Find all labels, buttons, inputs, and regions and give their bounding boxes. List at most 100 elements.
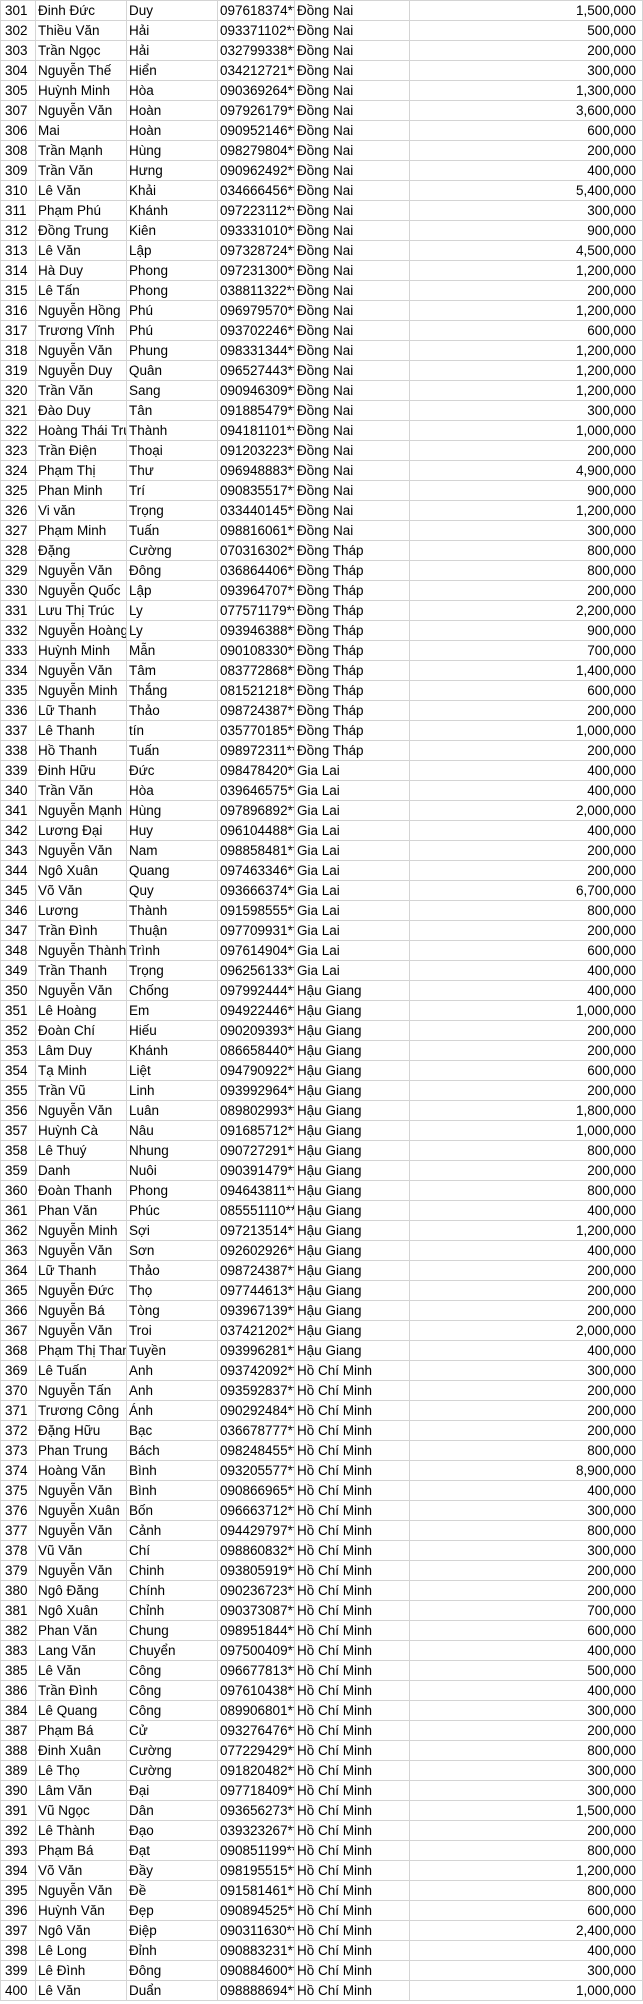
phone-cell[interactable]: 096104488** (217, 820, 295, 841)
row-number-cell[interactable]: 368 (0, 1340, 36, 1361)
phone-cell[interactable]: 039646575** (217, 780, 295, 801)
amount-cell[interactable]: 200,000 (409, 1400, 643, 1421)
first-name-cell[interactable]: Quy (126, 880, 218, 901)
phone-cell[interactable]: 093276476** (217, 1720, 295, 1741)
last-middle-name-cell[interactable]: Trần Văn (35, 160, 127, 181)
first-name-cell[interactable]: Đẹp (126, 1900, 218, 1921)
phone-cell[interactable]: 037421202** (217, 1320, 295, 1341)
row-number-cell[interactable]: 332 (0, 620, 36, 641)
amount-cell[interactable]: 5,400,000 (409, 180, 643, 201)
province-cell[interactable]: Hồ Chí Minh (294, 1380, 410, 1401)
last-middle-name-cell[interactable]: Nguyễn Văn (35, 1520, 127, 1541)
row-number-cell[interactable]: 314 (0, 260, 36, 281)
row-number-cell[interactable]: 313 (0, 240, 36, 261)
phone-cell[interactable]: 093742092** (217, 1360, 295, 1381)
row-number-cell[interactable]: 334 (0, 660, 36, 681)
row-number-cell[interactable]: 321 (0, 400, 36, 421)
province-cell[interactable]: Hậu Giang (294, 1180, 410, 1201)
province-cell[interactable]: Hồ Chí Minh (294, 1580, 410, 1601)
last-middle-name-cell[interactable]: Nguyễn Bá (35, 1300, 127, 1321)
last-middle-name-cell[interactable]: Trương Vĩnh (35, 320, 127, 341)
phone-cell[interactable]: 094643811** (217, 1180, 295, 1201)
province-cell[interactable]: Đồng Nai (294, 360, 410, 381)
phone-cell[interactable]: 093371102** (217, 20, 295, 41)
first-name-cell[interactable]: Khánh (126, 200, 218, 221)
last-middle-name-cell[interactable]: Lê Thanh (35, 720, 127, 741)
row-number-cell[interactable]: 325 (0, 480, 36, 501)
row-number-cell[interactable]: 349 (0, 960, 36, 981)
province-cell[interactable]: Hậu Giang (294, 1160, 410, 1181)
row-number-cell[interactable]: 354 (0, 1060, 36, 1081)
province-cell[interactable]: Hồ Chí Minh (294, 1860, 410, 1881)
last-middle-name-cell[interactable]: Đào Duy (35, 400, 127, 421)
province-cell[interactable]: Hồ Chí Minh (294, 1480, 410, 1501)
first-name-cell[interactable]: Sợi (126, 1220, 218, 1241)
row-number-cell[interactable]: 389 (0, 1760, 36, 1781)
amount-cell[interactable]: 200,000 (409, 1260, 643, 1281)
row-number-cell[interactable]: 353 (0, 1040, 36, 1061)
province-cell[interactable]: Hậu Giang (294, 1020, 410, 1041)
last-middle-name-cell[interactable]: Nguyễn Văn (35, 1320, 127, 1341)
province-cell[interactable]: Đồng Tháp (294, 660, 410, 681)
first-name-cell[interactable]: Quân (126, 360, 218, 381)
first-name-cell[interactable]: Hòa (126, 80, 218, 101)
amount-cell[interactable]: 4,500,000 (409, 240, 643, 261)
row-number-cell[interactable]: 302 (0, 20, 36, 41)
row-number-cell[interactable]: 306 (0, 120, 36, 141)
last-middle-name-cell[interactable]: Lê Văn (35, 1980, 127, 2001)
first-name-cell[interactable]: Chỉnh (126, 1600, 218, 1621)
last-middle-name-cell[interactable]: Trần Ngọc (35, 40, 127, 61)
last-middle-name-cell[interactable]: Huỳnh Minh (35, 80, 127, 101)
row-number-cell[interactable]: 344 (0, 860, 36, 881)
province-cell[interactable]: Đồng Nai (294, 400, 410, 421)
phone-cell[interactable]: 097709931** (217, 920, 295, 941)
province-cell[interactable]: Hậu Giang (294, 1300, 410, 1321)
province-cell[interactable]: Hồ Chí Minh (294, 1820, 410, 1841)
first-name-cell[interactable]: Trọng (126, 500, 218, 521)
row-number-cell[interactable]: 362 (0, 1220, 36, 1241)
last-middle-name-cell[interactable]: Nguyễn Văn (35, 1480, 127, 1501)
row-number-cell[interactable]: 343 (0, 840, 36, 861)
province-cell[interactable]: Hồ Chí Minh (294, 1500, 410, 1521)
province-cell[interactable]: Đồng Tháp (294, 640, 410, 661)
first-name-cell[interactable]: Thảo (126, 700, 218, 721)
phone-cell[interactable]: 098248455** (217, 1440, 295, 1461)
last-middle-name-cell[interactable]: Lê Văn (35, 180, 127, 201)
province-cell[interactable]: Hồ Chí Minh (294, 1360, 410, 1381)
first-name-cell[interactable]: Chống (126, 980, 218, 1001)
first-name-cell[interactable]: Quang (126, 860, 218, 881)
phone-cell[interactable]: 093592837** (217, 1380, 295, 1401)
last-middle-name-cell[interactable]: Ngô Xuân (35, 1600, 127, 1621)
phone-cell[interactable]: 096256133** (217, 960, 295, 981)
province-cell[interactable]: Đồng Tháp (294, 600, 410, 621)
last-middle-name-cell[interactable]: Lữ Thanh (35, 700, 127, 721)
first-name-cell[interactable]: Hiếu (126, 1020, 218, 1041)
row-number-cell[interactable]: 393 (0, 1840, 36, 1861)
amount-cell[interactable]: 800,000 (409, 900, 643, 921)
province-cell[interactable]: Đồng Nai (294, 300, 410, 321)
phone-cell[interactable]: 097213514** (217, 1220, 295, 1241)
province-cell[interactable]: Hồ Chí Minh (294, 1740, 410, 1761)
amount-cell[interactable]: 400,000 (409, 1200, 643, 1221)
first-name-cell[interactable]: Thư (126, 460, 218, 481)
province-cell[interactable]: Hồ Chí Minh (294, 1400, 410, 1421)
province-cell[interactable]: Gia Lai (294, 860, 410, 881)
row-number-cell[interactable]: 327 (0, 520, 36, 541)
row-number-cell[interactable]: 380 (0, 1580, 36, 1601)
last-middle-name-cell[interactable]: Phạm Thị Thanh (35, 1340, 127, 1361)
first-name-cell[interactable]: Đại (126, 1780, 218, 1801)
amount-cell[interactable]: 1,000,000 (409, 1000, 643, 1021)
amount-cell[interactable]: 2,000,000 (409, 1320, 643, 1341)
province-cell[interactable]: Gia Lai (294, 820, 410, 841)
last-middle-name-cell[interactable]: Lê Thành (35, 1820, 127, 1841)
last-middle-name-cell[interactable]: Trần Vũ (35, 1080, 127, 1101)
province-cell[interactable]: Đồng Tháp (294, 560, 410, 581)
first-name-cell[interactable]: Phú (126, 320, 218, 341)
phone-cell[interactable]: 096663712** (217, 1500, 295, 1521)
last-middle-name-cell[interactable]: Vũ Văn (35, 1540, 127, 1561)
province-cell[interactable]: Đồng Nai (294, 20, 410, 41)
last-middle-name-cell[interactable]: Nguyễn Xuân (35, 1500, 127, 1521)
amount-cell[interactable]: 300,000 (409, 1780, 643, 1801)
phone-cell[interactable]: 097618374** (217, 0, 295, 21)
first-name-cell[interactable]: Phung (126, 340, 218, 361)
